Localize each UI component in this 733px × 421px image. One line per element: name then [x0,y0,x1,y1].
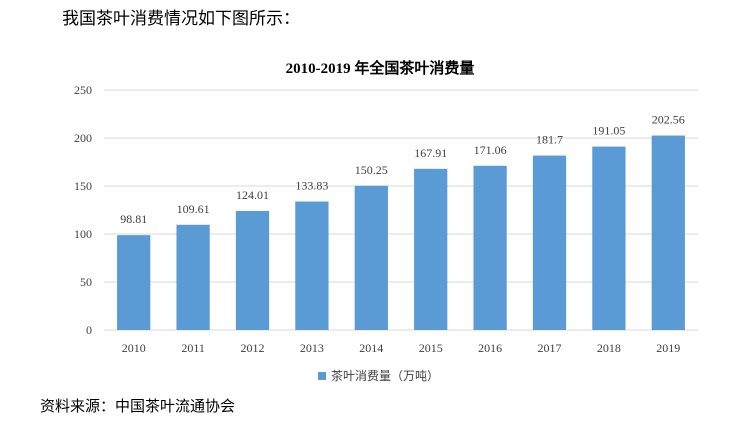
y-tick-label: 100 [74,227,92,241]
x-tick-label: 2019 [656,341,680,355]
x-tick-label: 2016 [478,341,502,355]
chart-title: 2010-2019 年全国茶叶消费量 [286,59,475,77]
y-tick-label: 150 [74,179,92,193]
legend-swatch [318,372,326,380]
x-tick-label: 2011 [181,341,205,355]
source-text: 资料来源：中国茶叶流通协会 [40,397,236,415]
bar-2016 [473,165,507,330]
data-label-2010: 98.81 [120,212,147,226]
bar-2013 [295,201,329,330]
y-tick-label: 250 [74,83,92,97]
x-axis-ticks: 2010 2011 2012 2013 2014 2015 2016 2017 2018 2019 [122,341,681,355]
bar-2019 [651,135,685,330]
bar-2018 [592,146,626,330]
x-tick-label: 2017 [538,341,562,355]
data-label-2018: 191.05 [592,124,625,138]
data-labels: 98.81 109.61 124.01 133.83 150.25 167.91 171.0… [120,113,685,227]
y-tick-label: 200 [74,131,92,145]
x-tick-label: 2014 [359,341,383,355]
data-label-2019: 202.56 [652,113,685,127]
data-label-2014: 150.25 [355,163,388,177]
bar-2017 [532,155,567,330]
data-label-2017: 181.7 [536,133,563,147]
data-label-2011: 109.61 [177,202,210,216]
y-tick-label: 0 [86,323,92,337]
bar-2010 [117,235,151,330]
y-tick-label: 50 [80,275,92,289]
x-tick-label: 2010 [122,341,146,355]
bar-2012 [235,210,270,330]
intro-text: 我国茶叶消费情况如下图所示： [62,9,300,29]
legend-label: 茶叶消费量（万吨） [331,368,439,383]
data-label-2013: 133.83 [295,179,328,193]
x-tick-label: 2013 [300,341,324,355]
x-tick-label: 2015 [419,341,443,355]
x-tick-label: 2018 [597,341,621,355]
data-label-2015: 167.91 [414,146,447,160]
legend: 茶叶消费量（万吨） [318,368,439,383]
bars [117,135,685,330]
data-label-2016: 171.06 [474,143,507,157]
bar-2015 [414,168,448,330]
data-label-2012: 124.01 [236,188,269,202]
bar-2014 [354,185,388,330]
x-tick-label: 2012 [241,341,265,355]
y-axis-ticks: 0 50 100 150 200 250 [74,83,92,337]
bar-2011 [176,224,210,330]
